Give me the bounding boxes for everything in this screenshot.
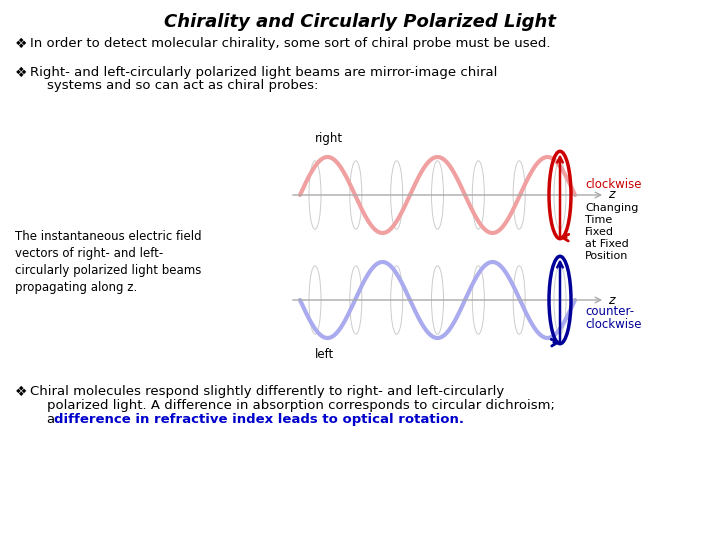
Text: systems and so can act as chiral probes:: systems and so can act as chiral probes: <box>47 79 318 92</box>
Text: left: left <box>315 348 334 361</box>
Text: difference in refractive index leads to optical rotation.: difference in refractive index leads to … <box>54 413 464 426</box>
Text: Position: Position <box>585 251 629 261</box>
Text: clockwise: clockwise <box>585 318 642 331</box>
Text: at Fixed: at Fixed <box>585 239 629 249</box>
Text: z: z <box>608 188 614 201</box>
Text: In order to detect molecular chirality, some sort of chiral probe must be used.: In order to detect molecular chirality, … <box>30 37 551 50</box>
Text: clockwise: clockwise <box>585 179 642 192</box>
Text: ❖: ❖ <box>15 66 27 80</box>
Text: Fixed: Fixed <box>585 227 614 237</box>
Text: Changing: Changing <box>585 203 639 213</box>
Text: a: a <box>47 413 59 426</box>
Text: Right- and left-circularly polarized light beams are mirror-image chiral: Right- and left-circularly polarized lig… <box>30 66 498 79</box>
Text: Chiral molecules respond slightly differently to right- and left-circularly: Chiral molecules respond slightly differ… <box>30 385 504 398</box>
Text: ❖: ❖ <box>15 37 27 51</box>
Text: z: z <box>608 294 614 307</box>
Text: right: right <box>315 132 343 145</box>
Text: Time: Time <box>585 215 612 225</box>
Text: Chirality and Circularly Polarized Light: Chirality and Circularly Polarized Light <box>164 13 556 31</box>
Text: ❖: ❖ <box>15 385 27 399</box>
Text: polarized light. A difference in absorption corresponds to circular dichroism;: polarized light. A difference in absorpt… <box>47 399 555 412</box>
Text: The instantaneous electric field
vectors of right- and left-
circularly polarize: The instantaneous electric field vectors… <box>15 230 202 294</box>
Text: counter-: counter- <box>585 305 634 318</box>
